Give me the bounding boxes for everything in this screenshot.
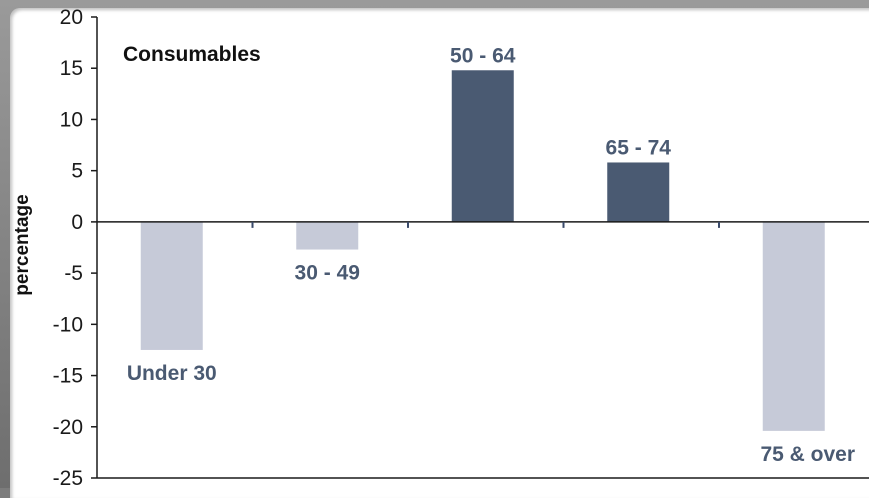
- bar-category-label: 30 - 49: [295, 262, 360, 285]
- y-axis-label: percentage: [12, 194, 33, 295]
- bar-category-label: Under 30: [127, 362, 217, 385]
- y-tick-label: 15: [60, 57, 83, 80]
- y-tick-label: -15: [53, 365, 83, 388]
- bar: [140, 221, 203, 350]
- chart-title: Consumables: [123, 43, 261, 66]
- y-tick-label: -25: [53, 467, 83, 488]
- bar: [607, 162, 670, 222]
- y-tick-label: -5: [64, 262, 83, 285]
- bar-labels: Under 30 30 - 49 50 - 64 65 - 74 75 & over: [127, 44, 855, 466]
- y-tick-label: 10: [60, 108, 83, 131]
- y-tick-label: -20: [53, 416, 83, 439]
- bar: [762, 221, 825, 431]
- bar-category-label: 50 - 64: [450, 44, 516, 67]
- bar-chart: 20 15 10 5 0 -5 -10 -15 -20 -25 Under 30 30 - 49 50…: [12, 6, 869, 488]
- y-tick-label: 20: [60, 6, 83, 29]
- x-axis-ticks: [251, 221, 720, 228]
- bar-category-label: 65 - 74: [606, 136, 672, 159]
- bar: [451, 70, 514, 222]
- bars: [140, 70, 825, 431]
- y-tick-label: 0: [71, 211, 83, 234]
- y-tick-label: 5: [71, 160, 83, 183]
- y-tick-label: -10: [53, 313, 83, 336]
- bar-category-label: 75 & over: [760, 443, 855, 466]
- y-axis-ticks: 20 15 10 5 0 -5 -10 -15 -20 -25: [53, 6, 97, 488]
- bar: [296, 221, 359, 250]
